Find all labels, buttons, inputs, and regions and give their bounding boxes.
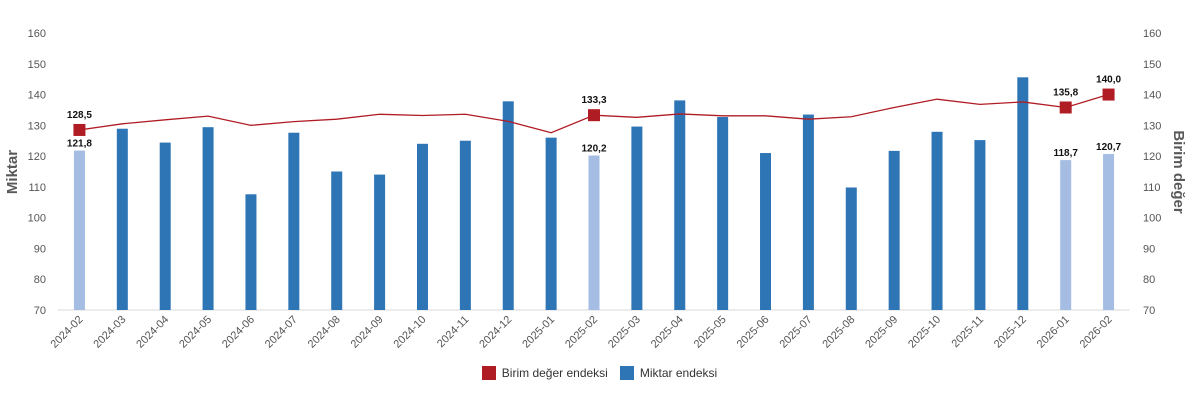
x-tick-2025-03: 2025-03 [606, 314, 643, 351]
bar-2024-10[interactable] [416, 143, 428, 310]
legend-swatch-unit-value [481, 366, 496, 380]
x-tick-2025-11: 2025-11 [950, 314, 986, 350]
y-tick-right: 150 [1143, 59, 1161, 71]
y-tick-right: 100 [1143, 213, 1161, 225]
x-tick-2024-10: 2024-10 [392, 314, 429, 351]
bar-2025-02[interactable] [588, 155, 600, 310]
bar-2024-11[interactable] [459, 140, 471, 310]
bar-2025-01[interactable] [545, 137, 557, 310]
bar-label-2025-02: 120,2 [581, 143, 606, 154]
y-tick-left: 130 [28, 120, 46, 132]
legend-item-quantity[interactable]: Miktar endeksi [619, 366, 718, 380]
bar-2025-03[interactable] [631, 126, 643, 310]
x-tick-2025-06: 2025-06 [735, 314, 772, 351]
x-tick-2025-05: 2025-05 [692, 314, 729, 351]
y-axis-title-left: Miktar [4, 150, 21, 194]
bar-2024-08[interactable] [331, 171, 343, 311]
x-tick-2026-02: 2026-02 [1078, 314, 1115, 351]
x-tick-2024-05: 2024-05 [177, 314, 214, 351]
x-tick-2025-12: 2025-12 [992, 314, 1029, 351]
bar-label-2024-02: 121,8 [67, 139, 92, 150]
right-axis-ticks: 70 80 90 100 110 120 130 140 150 160 [1143, 28, 1161, 317]
x-tick-2024-02: 2024-02 [49, 314, 86, 351]
bar-2025-11[interactable] [974, 140, 986, 310]
bar-2024-03[interactable] [116, 128, 128, 310]
bar-2025-12[interactable] [1017, 77, 1029, 310]
y-tick-right: 140 [1143, 90, 1161, 102]
y-tick-right: 160 [1143, 28, 1161, 40]
x-tick-2025-01: 2025-01 [520, 314, 557, 351]
legend-label-unit-value: Birim değer endeksi [501, 366, 608, 380]
line-series [73, 88, 1115, 136]
y-tick-right: 80 [1143, 274, 1155, 286]
line-label-2025-02: 133,3 [581, 95, 606, 106]
line-marker-2026-01[interactable] [1059, 101, 1072, 114]
x-tick-2024-09: 2024-09 [349, 314, 386, 351]
x-tick-2026-01: 2026-01 [1035, 314, 1072, 351]
bar-2024-06[interactable] [245, 194, 257, 310]
bar-2025-08[interactable] [845, 187, 857, 310]
data-labels: 128,5 133,3 135,8 140,0 121,8 120,2 118,7 120,7 [67, 75, 1122, 160]
x-tick-2024-08: 2024-08 [306, 314, 343, 351]
bar-2024-04[interactable] [159, 142, 171, 310]
y-tick-left: 80 [34, 274, 46, 286]
y-tick-right: 130 [1143, 120, 1161, 132]
line-marker-2024-02[interactable] [73, 123, 86, 136]
x-tick-2024-04: 2024-04 [134, 314, 171, 351]
line-label-2026-02: 140,0 [1096, 75, 1121, 86]
y-tick-left: 100 [28, 213, 46, 225]
bar-2026-02[interactable] [1103, 153, 1115, 310]
left-axis-ticks: 70 80 90 100 110 120 130 140 150 160 [28, 28, 46, 317]
bar-2024-07[interactable] [288, 132, 300, 310]
line-label-2024-02: 128,5 [67, 110, 92, 121]
bar-2025-07[interactable] [802, 114, 814, 310]
bar-label-2026-01: 118,7 [1053, 148, 1078, 159]
bar-2024-05[interactable] [202, 127, 214, 311]
x-tick-2025-10: 2025-10 [906, 314, 943, 351]
bar-series [73, 77, 1115, 311]
bar-2024-02[interactable] [73, 150, 85, 310]
bar-2026-01[interactable] [1060, 160, 1072, 310]
bar-label-2026-02: 120,7 [1096, 142, 1121, 153]
y-axis-title-right: Birim değer [1170, 130, 1187, 214]
x-tick-2025-02: 2025-02 [563, 314, 600, 351]
y-tick-left: 70 [34, 305, 46, 317]
legend: Birim değer endeksi Miktar endeksi [0, 366, 1199, 380]
line-marker-2026-02[interactable] [1102, 88, 1115, 101]
x-tick-2024-07: 2024-07 [263, 314, 300, 351]
x-tick-2025-09: 2025-09 [863, 314, 900, 351]
y-tick-left: 110 [28, 182, 46, 194]
x-tick-2024-12: 2024-12 [477, 314, 514, 351]
x-tick-2025-04: 2025-04 [649, 314, 686, 351]
legend-label-quantity: Miktar endeksi [639, 366, 718, 380]
y-tick-left: 140 [28, 90, 46, 102]
x-tick-2024-03: 2024-03 [91, 314, 128, 351]
bar-2024-12[interactable] [502, 101, 514, 311]
line-label-2026-01: 135,8 [1053, 87, 1078, 98]
x-tick-2024-11: 2024-11 [435, 314, 471, 350]
bar-2025-09[interactable] [888, 150, 900, 310]
y-tick-right: 120 [1143, 151, 1161, 163]
y-tick-right: 110 [1143, 182, 1161, 194]
legend-swatch-quantity [619, 366, 634, 380]
x-axis-ticks: 2024-02 2024-03 2024-04 2024-05 2024-06 2024-… [49, 314, 1115, 351]
legend-item-unit-value[interactable]: Birim değer endeksi [481, 366, 608, 380]
line-marker-2025-02[interactable] [588, 109, 600, 122]
x-tick-2025-08: 2025-08 [820, 314, 857, 351]
bar-2025-10[interactable] [931, 131, 943, 310]
x-tick-2025-07: 2025-07 [777, 314, 814, 351]
bar-2025-05[interactable] [717, 117, 729, 310]
y-tick-left: 90 [34, 243, 46, 255]
y-tick-right: 70 [1143, 305, 1155, 317]
bar-2025-06[interactable] [760, 153, 772, 310]
y-tick-right: 90 [1143, 243, 1155, 255]
bar-2024-09[interactable] [374, 174, 386, 310]
bar-2025-04[interactable] [674, 100, 686, 310]
y-tick-left: 120 [28, 151, 46, 163]
y-tick-left: 160 [28, 28, 46, 40]
y-tick-left: 150 [28, 59, 46, 71]
x-tick-2024-06: 2024-06 [220, 314, 257, 351]
